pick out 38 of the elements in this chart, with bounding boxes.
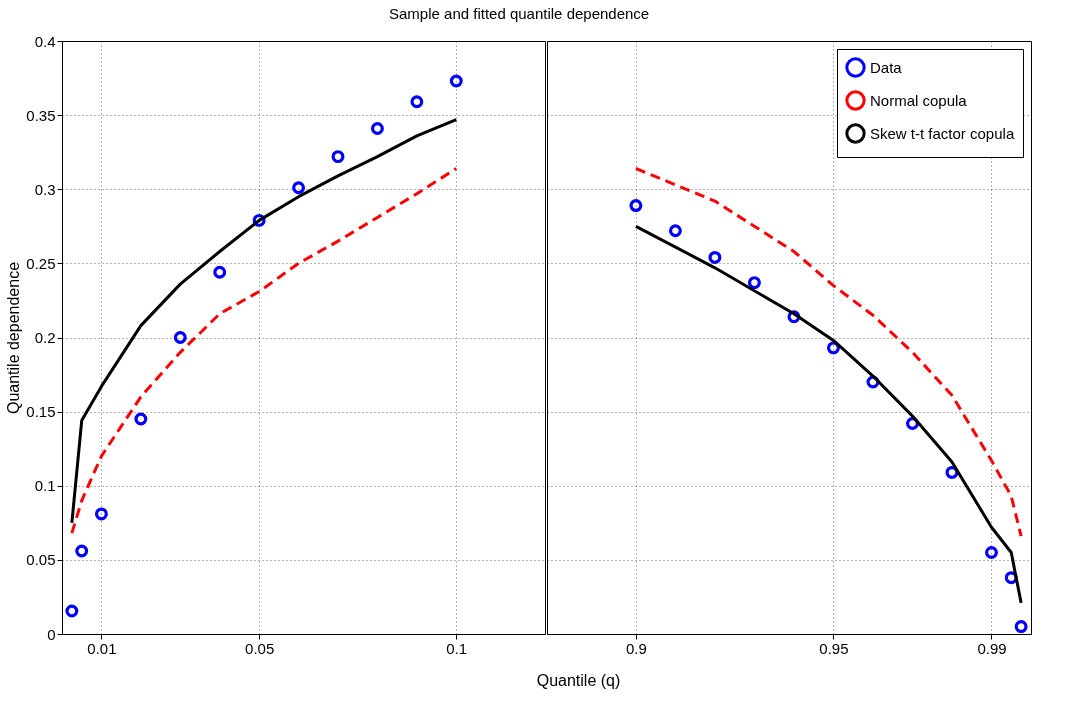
x-tick-label: 0.95 <box>819 639 849 657</box>
point <box>173 331 187 344</box>
x-tick-label: 0.1 <box>446 639 468 657</box>
x-tick-label: 0.99 <box>977 639 1007 657</box>
chart-title: Sample and fitted quantile dependence <box>389 4 650 22</box>
point <box>985 546 998 559</box>
point <box>747 276 761 290</box>
legend-label: Data <box>870 58 903 76</box>
point <box>331 150 345 164</box>
y-tick-label: 0.25 <box>26 254 56 272</box>
y-tick-label: 0.05 <box>26 551 56 569</box>
x-tick-label: 0.01 <box>87 639 117 657</box>
y-tick-label: 0 <box>47 625 56 643</box>
legend-label: Normal copula <box>870 91 968 109</box>
point <box>75 544 89 558</box>
point <box>213 265 227 279</box>
y-tick-label: 0.2 <box>34 329 56 346</box>
point <box>449 74 463 88</box>
point <box>94 507 108 521</box>
point <box>292 181 306 195</box>
point <box>708 250 722 264</box>
legend-label: Skew t-t factor copula <box>870 124 1015 142</box>
y-tick-label: 0.1 <box>34 477 56 495</box>
point <box>134 412 148 426</box>
y-tick-label: 0.15 <box>26 403 56 421</box>
point <box>668 224 682 238</box>
point <box>370 122 384 135</box>
x-axis-title: Quantile (q) <box>535 672 622 690</box>
y-tick-label: 0.3 <box>34 180 56 198</box>
x-tick-label: 0.05 <box>245 639 275 657</box>
y-tick-label: 0.4 <box>34 32 56 50</box>
point <box>65 604 79 618</box>
point <box>629 199 643 213</box>
x-tick-label: 0.9 <box>625 639 647 657</box>
point <box>1014 620 1028 634</box>
y-tick-label: 0.35 <box>26 106 56 124</box>
point <box>410 95 424 109</box>
y-axis-title: Quantile dependence <box>5 261 23 415</box>
